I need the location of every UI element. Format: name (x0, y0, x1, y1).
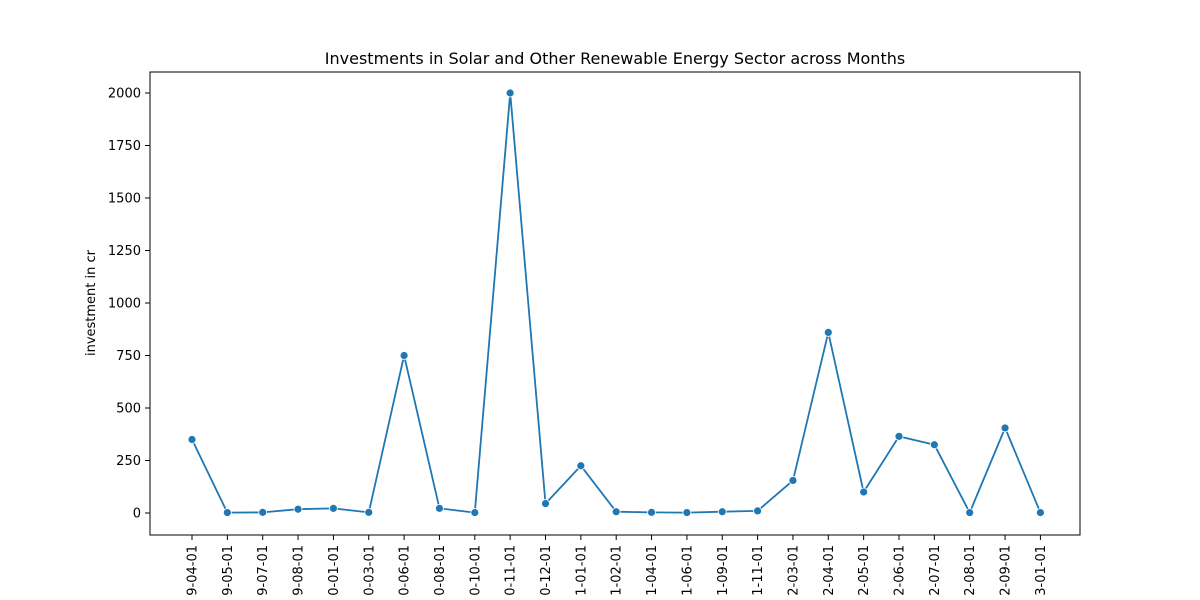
x-tick-label: 2-05-01 (857, 545, 872, 596)
x-tick-label: 0-11-01 (504, 545, 519, 596)
x-tick-label: 1-01-01 (574, 545, 589, 596)
x-tick-label: 3-01-01 (1034, 545, 1049, 596)
y-tick-label: 500 (116, 402, 141, 417)
data-point (859, 487, 869, 497)
x-tick-label: 2-07-01 (928, 545, 943, 596)
x-tick-label: 9-08-01 (292, 545, 307, 596)
data-point (647, 507, 656, 517)
data-point (293, 504, 303, 514)
data-point (541, 499, 550, 508)
y-tick-label: 0 (133, 507, 141, 522)
data-point (894, 431, 904, 441)
x-tick-label: 2-09-01 (999, 545, 1014, 596)
chart-title: Investments in Solar and Other Renewable… (325, 49, 905, 68)
data-point (576, 461, 586, 471)
y-tick-label: 1750 (108, 139, 141, 154)
x-tick-label: 9-04-01 (186, 545, 201, 596)
x-tick-label: 0-10-01 (468, 545, 483, 596)
data-point (1036, 508, 1045, 517)
y-tick-label: 1250 (108, 244, 141, 259)
y-tick-label: 2000 (108, 87, 141, 102)
x-tick-label: 0-06-01 (398, 545, 413, 596)
x-tick-label: 9-07-01 (256, 545, 271, 596)
plot-area: 0 250 500 750 1000 1250 1500 1750 2000 9-04-01 9-0… (108, 71, 1081, 596)
x-tick-label: 2-04-01 (822, 545, 837, 596)
x-tick-label: 0-03-01 (362, 545, 377, 596)
y-tick-label: 1000 (108, 297, 141, 312)
x-tick-label: 0-12-01 (539, 545, 554, 596)
data-point (328, 503, 338, 513)
x-tick-label: 0-01-01 (327, 545, 342, 596)
data-point (965, 508, 975, 517)
x-tick-label: 1-09-01 (716, 545, 731, 596)
y-tick-label: 1500 (108, 192, 141, 207)
data-point (470, 508, 480, 517)
x-tick-label: 1-02-01 (610, 545, 625, 596)
y-tick-label: 250 (116, 454, 141, 469)
data-point (788, 476, 798, 485)
data-point (364, 507, 374, 517)
data-point (611, 507, 621, 517)
data-point (187, 435, 197, 444)
data-point (929, 440, 939, 450)
data-point (222, 508, 232, 517)
x-tick-label: 0-08-01 (433, 545, 448, 596)
data-point (823, 327, 833, 337)
x-tick-label: 1-11-01 (751, 545, 766, 596)
data-point (505, 88, 515, 98)
data-point (435, 503, 444, 513)
x-tick-label: 1-06-01 (680, 545, 695, 596)
x-tick-label: 1-04-01 (645, 545, 660, 596)
x-tick-label: 9-05-01 (221, 545, 236, 596)
series-line (191, 92, 1042, 514)
data-point (258, 507, 268, 517)
x-tick-label: 2-08-01 (963, 545, 978, 596)
x-tick-label: 2-03-01 (786, 545, 801, 596)
data-point (399, 351, 409, 360)
y-axis-label: investment in cr (84, 249, 99, 356)
y-tick-label: 750 (116, 349, 141, 364)
data-point (753, 506, 762, 516)
x-tick-label: 2-06-01 (893, 545, 908, 596)
data-point (717, 507, 727, 517)
data-point (682, 508, 692, 517)
plot-frame (149, 71, 1081, 536)
data-point (1000, 423, 1010, 433)
